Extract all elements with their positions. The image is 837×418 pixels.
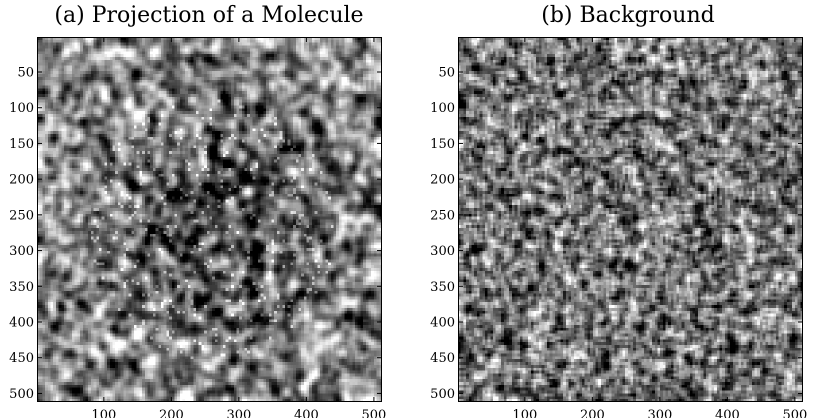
y-tick-label: 500 <box>9 387 34 402</box>
y-tick-label: 500 <box>430 387 455 402</box>
y-tick-label: 300 <box>430 244 455 259</box>
plot-frame <box>458 37 803 402</box>
panel-projection: (a) Projection of a Molecule <box>0 0 418 418</box>
heatmap-image <box>37 37 382 402</box>
y-tick-label: 450 <box>430 351 455 366</box>
x-tick-label: 300 <box>647 408 672 418</box>
heatmap-background: 100 200 300 400 500 50 100 150 200 250 300 350 400 45… <box>430 37 807 418</box>
x-tick-label: 200 <box>580 408 605 418</box>
x-tick-label: 500 <box>361 408 386 418</box>
chart-title-b: (b) Background <box>541 3 715 28</box>
x-tick-label: 300 <box>226 408 251 418</box>
y-tick-label: 400 <box>9 316 34 331</box>
y-tick-label: 350 <box>9 280 34 295</box>
chart-title-a: (a) Projection of a Molecule <box>54 3 364 28</box>
y-tick-label: 200 <box>430 173 455 188</box>
y-tick-label: 100 <box>430 101 455 116</box>
panel-background: (b) Background <box>419 0 837 418</box>
x-tick-label: 500 <box>782 408 807 418</box>
x-tick-label: 400 <box>715 408 740 418</box>
y-tick-label: 150 <box>430 137 455 152</box>
y-tick-label: 100 <box>9 101 34 116</box>
heatmap-image <box>458 37 803 402</box>
y-tick-label: 250 <box>9 208 34 223</box>
plot-frame <box>37 37 382 402</box>
x-tick-label: 100 <box>91 408 116 418</box>
x-tick-label: 100 <box>512 408 537 418</box>
y-tick-label: 250 <box>430 208 455 223</box>
y-tick-label: 450 <box>9 351 34 366</box>
x-tick-label: 400 <box>294 408 319 418</box>
y-tick-label: 350 <box>430 280 455 295</box>
y-tick-label: 150 <box>9 137 34 152</box>
y-tick-label: 200 <box>9 173 34 188</box>
x-tick-label: 200 <box>159 408 184 418</box>
y-tick-label: 300 <box>9 244 34 259</box>
heatmap-projection: 100 200 300 400 500 50 100 150 200 250 300 350 400 45… <box>9 37 386 418</box>
y-tick-label: 50 <box>17 66 34 81</box>
y-tick-label: 400 <box>430 316 455 331</box>
y-tick-label: 50 <box>438 66 455 81</box>
